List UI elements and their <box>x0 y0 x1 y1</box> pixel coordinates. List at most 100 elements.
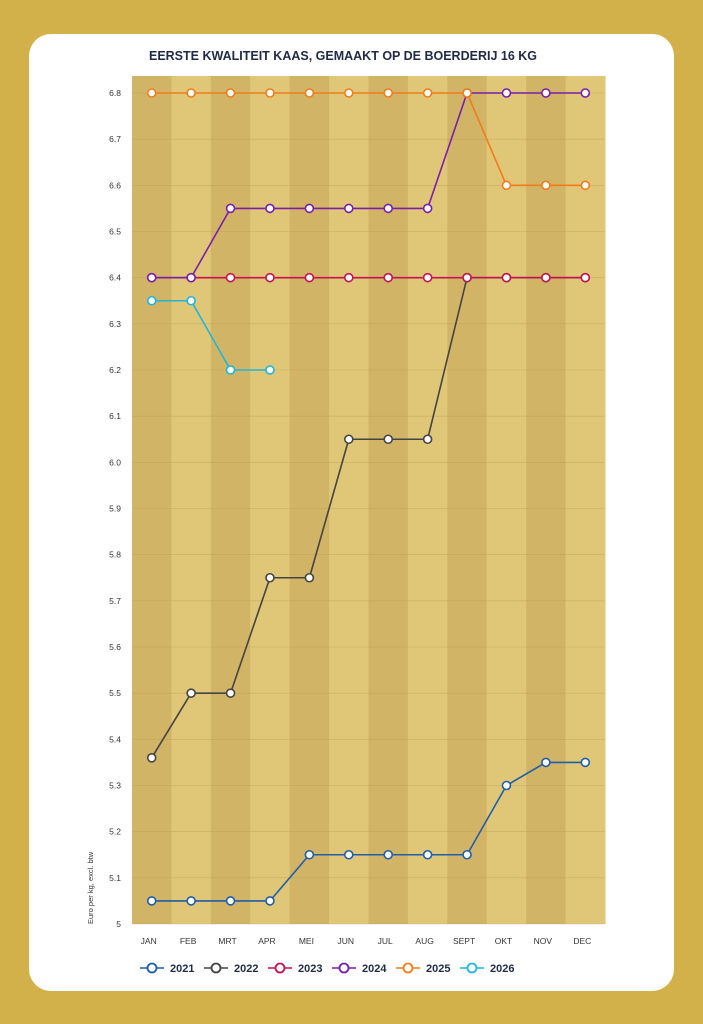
y-tick-label: 6.0 <box>109 457 121 467</box>
data-point-2024 <box>225 203 236 214</box>
series-line-2025 <box>151 92 586 187</box>
legend-marker-2022 <box>210 962 222 974</box>
y-tick-label: 5.1 <box>109 873 121 883</box>
y-tick-label: 6.2 <box>109 365 121 375</box>
data-point-2025 <box>462 88 472 98</box>
data-point-2021 <box>265 896 275 906</box>
x-tick-label: DEC <box>573 936 591 946</box>
y-axis-label: Euro per kg, excl. btw <box>86 851 95 924</box>
data-point-2025 <box>265 88 275 98</box>
y-tick-label: 5.7 <box>109 596 121 606</box>
data-point-2024 <box>580 88 591 98</box>
data-point-2024 <box>146 272 157 283</box>
legend-marker-2021 <box>146 962 158 974</box>
chart: EERSTE KWALITEIT KAAS, GEMAAKT OP DE BOE… <box>86 49 606 975</box>
data-point-2021 <box>541 757 551 768</box>
x-tick-label: APR <box>258 936 275 946</box>
data-point-2021 <box>343 849 354 860</box>
legend-label-2023: 2023 <box>298 963 322 975</box>
month-band <box>210 76 251 924</box>
month-band <box>447 76 488 924</box>
data-point-2023 <box>265 272 275 283</box>
legend-marker-2025 <box>402 962 414 974</box>
data-point-2022 <box>225 688 236 698</box>
data-point-2023 <box>541 272 551 283</box>
month-band <box>250 76 291 924</box>
data-point-2024 <box>383 203 394 214</box>
legend-marker-2026 <box>466 962 478 974</box>
y-tick-label: 6.4 <box>109 273 121 283</box>
data-point-2024 <box>186 272 196 283</box>
data-point-2026 <box>225 365 236 375</box>
y-tick-label: 6.7 <box>109 134 121 144</box>
y-tick-label: 6.3 <box>109 319 121 329</box>
data-point-2022 <box>186 688 196 698</box>
data-point-2023 <box>383 272 394 283</box>
data-point-2021 <box>462 849 472 860</box>
y-tick-label: 5.2 <box>109 827 121 837</box>
y-tick-label: 5.4 <box>109 734 121 744</box>
data-point-2026 <box>186 295 196 306</box>
x-tick-label: OKT <box>495 936 512 946</box>
y-tick-label: 6.5 <box>109 227 121 237</box>
data-point-2021 <box>580 757 591 768</box>
data-point-2026 <box>265 365 275 375</box>
data-point-2024 <box>422 203 433 214</box>
y-axis: 5 5.1 5.2 5.3 5.4 5.5 5.6 5.7 5.8 5.9 6.0 6.1 6.2 6.3… <box>109 88 121 929</box>
data-point-2025 <box>383 88 394 98</box>
month-band <box>289 76 330 924</box>
legend-label-2021: 2021 <box>170 963 194 975</box>
series-lines <box>151 92 586 902</box>
data-point-2025 <box>146 88 157 98</box>
data-point-2025 <box>225 88 236 98</box>
data-point-2023 <box>422 272 433 283</box>
data-point-2025 <box>343 88 354 98</box>
legend-label-2024: 2024 <box>362 963 387 975</box>
legend: 2021 2022 2023 2024 2025 2026 <box>140 962 514 975</box>
data-point-2024 <box>265 203 275 214</box>
data-point-2025 <box>304 88 315 98</box>
month-band <box>329 76 369 924</box>
y-tick-label: 6.6 <box>109 180 121 190</box>
data-point-2022 <box>422 434 433 445</box>
data-point-2021 <box>186 896 196 906</box>
data-point-2022 <box>265 572 275 583</box>
data-point-2024 <box>501 88 512 98</box>
chart-card: EERSTE KWALITEIT KAAS, GEMAAKT OP DE BOE… <box>29 34 674 991</box>
data-point-2023 <box>462 272 472 283</box>
data-point-2021 <box>383 849 394 860</box>
data-point-2021 <box>304 849 315 860</box>
data-point-2023 <box>343 272 354 283</box>
x-tick-label: NOV <box>534 936 553 946</box>
month-band <box>486 76 527 924</box>
data-point-2022 <box>304 572 315 583</box>
plot-area <box>132 76 606 924</box>
data-point-2021 <box>146 896 157 906</box>
data-point-2025 <box>422 88 433 98</box>
y-tick-label: 5.5 <box>109 688 121 698</box>
data-point-2021 <box>225 896 236 906</box>
data-point-2022 <box>383 434 394 445</box>
y-tick-label: 5.3 <box>109 781 121 791</box>
data-point-2023 <box>580 272 591 283</box>
data-point-2023 <box>225 272 236 283</box>
data-point-2022 <box>343 434 354 445</box>
month-band <box>407 76 448 924</box>
legend-label-2022: 2022 <box>234 963 258 975</box>
y-tick-label: 5 <box>116 919 121 929</box>
series-line-2024 <box>151 92 586 279</box>
data-point-2024 <box>541 88 551 98</box>
x-tick-label: JUN <box>338 936 355 946</box>
legend-label-2026: 2026 <box>490 963 514 975</box>
data-point-2025 <box>186 88 196 98</box>
x-tick-label: JAN <box>141 936 157 946</box>
data-point-2025 <box>580 180 591 191</box>
data-point-2026 <box>146 295 157 306</box>
x-tick-label: MEI <box>299 936 314 946</box>
x-tick-label: AUG <box>415 936 433 946</box>
data-point-2022 <box>146 752 157 763</box>
y-tick-label: 5.8 <box>109 550 121 560</box>
x-axis: JAN FEB MRT APR MEI JUN JUL AUG SEPT OKT NOV DEC <box>141 936 592 946</box>
x-tick-label: JUL <box>378 936 393 946</box>
y-tick-label: 5.9 <box>109 504 121 514</box>
